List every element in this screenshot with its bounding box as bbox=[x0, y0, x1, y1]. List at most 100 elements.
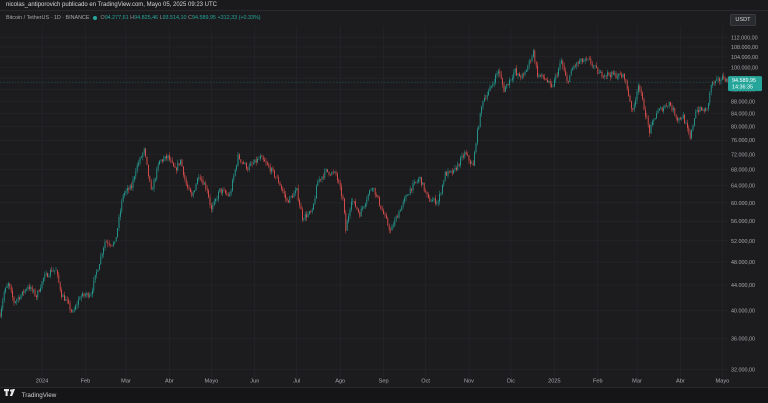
candle-body bbox=[226, 193, 228, 195]
candle-body bbox=[265, 161, 267, 163]
candle-body bbox=[674, 108, 676, 116]
candle-body bbox=[525, 70, 527, 73]
candle-body bbox=[682, 114, 684, 119]
candle-body bbox=[441, 184, 443, 194]
candle-body bbox=[609, 74, 611, 78]
candle-body bbox=[723, 75, 725, 79]
low-key: L bbox=[159, 15, 163, 21]
candle-body bbox=[402, 201, 404, 206]
candle-body bbox=[324, 170, 326, 178]
candle-body bbox=[318, 179, 320, 182]
candle-body bbox=[33, 290, 35, 291]
candle-body bbox=[168, 155, 170, 160]
candle-body bbox=[171, 160, 173, 163]
candle-body bbox=[28, 286, 30, 290]
candle-body bbox=[437, 201, 439, 203]
candle-body bbox=[66, 299, 68, 301]
candle-body bbox=[559, 63, 561, 69]
candle-body bbox=[542, 74, 544, 78]
y-tick-label: 60.000,00 bbox=[731, 201, 755, 207]
candle-body bbox=[364, 203, 366, 207]
symbol-name[interactable]: Bitcoin / TetherUS · 1D · BINANCE bbox=[6, 15, 90, 21]
candle-body bbox=[185, 178, 187, 185]
candle-body bbox=[170, 159, 172, 161]
tradingview-logo-icon[interactable] bbox=[4, 388, 18, 403]
currency-button[interactable]: USDT bbox=[730, 14, 756, 26]
candle-body bbox=[301, 209, 303, 220]
candle-body bbox=[593, 65, 595, 67]
candle-body bbox=[72, 311, 74, 313]
candle-body bbox=[517, 73, 519, 76]
candle-body bbox=[243, 162, 245, 164]
candle-body bbox=[580, 58, 582, 62]
candle-body bbox=[716, 78, 718, 81]
candle-body bbox=[339, 182, 341, 187]
candle-body bbox=[224, 190, 226, 194]
candle-body bbox=[481, 106, 483, 114]
candle-body bbox=[713, 82, 715, 84]
candle-body bbox=[469, 160, 471, 164]
candle-body bbox=[600, 71, 602, 73]
y-tick-label: 40.000,00 bbox=[731, 308, 755, 314]
candle-body bbox=[597, 67, 599, 74]
symbol-legend[interactable]: Bitcoin / TetherUS · 1D · BINANCE O94.27… bbox=[6, 14, 261, 23]
candle-body bbox=[98, 264, 100, 270]
candle-body bbox=[216, 199, 218, 200]
x-tick-label: Nov bbox=[464, 379, 474, 385]
candle-body bbox=[38, 290, 40, 292]
candle-body bbox=[427, 194, 429, 198]
candle-body bbox=[334, 171, 336, 173]
candle-body bbox=[79, 298, 81, 300]
candle-body bbox=[663, 107, 665, 112]
candle-body bbox=[292, 195, 294, 198]
candle-body bbox=[136, 165, 138, 172]
candle-body bbox=[671, 105, 673, 111]
candle-body bbox=[35, 295, 37, 298]
candle-body bbox=[282, 188, 284, 192]
candle-body bbox=[37, 290, 39, 298]
candle-body bbox=[86, 292, 88, 295]
candle-body bbox=[672, 108, 674, 111]
candle-body bbox=[370, 189, 372, 191]
candle-body bbox=[17, 297, 19, 300]
candle-body bbox=[259, 156, 261, 159]
candle-body bbox=[131, 185, 133, 188]
candle-body bbox=[618, 73, 620, 77]
candle-body bbox=[658, 108, 660, 111]
y-tick-label: 76.000,00 bbox=[731, 138, 755, 144]
candle-body bbox=[289, 196, 291, 203]
candle-body bbox=[528, 60, 530, 66]
candle-body bbox=[726, 79, 728, 82]
candle-body bbox=[100, 256, 102, 265]
candle-body bbox=[143, 148, 145, 154]
candle-body bbox=[342, 196, 344, 199]
candle-body bbox=[84, 294, 86, 296]
price-chart[interactable]: 112.000,00 108.000,00 104.000,00 100.000,00… bbox=[0, 0, 768, 387]
candle-body bbox=[7, 283, 9, 286]
y-tick-label: 68.000,00 bbox=[731, 168, 755, 174]
candle-body bbox=[346, 221, 348, 231]
candle-body bbox=[471, 163, 473, 164]
candle-body bbox=[691, 129, 693, 139]
candle-body bbox=[212, 205, 214, 210]
candle-body bbox=[377, 195, 379, 198]
candle-body bbox=[293, 193, 295, 198]
candle-body bbox=[360, 208, 362, 217]
x-tick-label: Sep bbox=[379, 379, 389, 385]
candle-body bbox=[544, 77, 546, 79]
candle-body bbox=[269, 166, 271, 172]
candle-body bbox=[198, 177, 200, 179]
candle-body bbox=[278, 177, 280, 183]
candle-body bbox=[495, 75, 497, 83]
candle-body bbox=[192, 192, 194, 196]
candle-body bbox=[12, 290, 14, 298]
candle-body bbox=[534, 50, 536, 62]
candle-body bbox=[329, 174, 331, 176]
candle-body bbox=[712, 82, 714, 85]
x-tick-label: Jul bbox=[293, 379, 300, 385]
candle-body bbox=[653, 119, 655, 122]
candle-body bbox=[194, 190, 196, 193]
footer-brand[interactable]: TradingView bbox=[21, 392, 57, 400]
candle-body bbox=[42, 278, 44, 282]
candle-body bbox=[14, 301, 16, 303]
